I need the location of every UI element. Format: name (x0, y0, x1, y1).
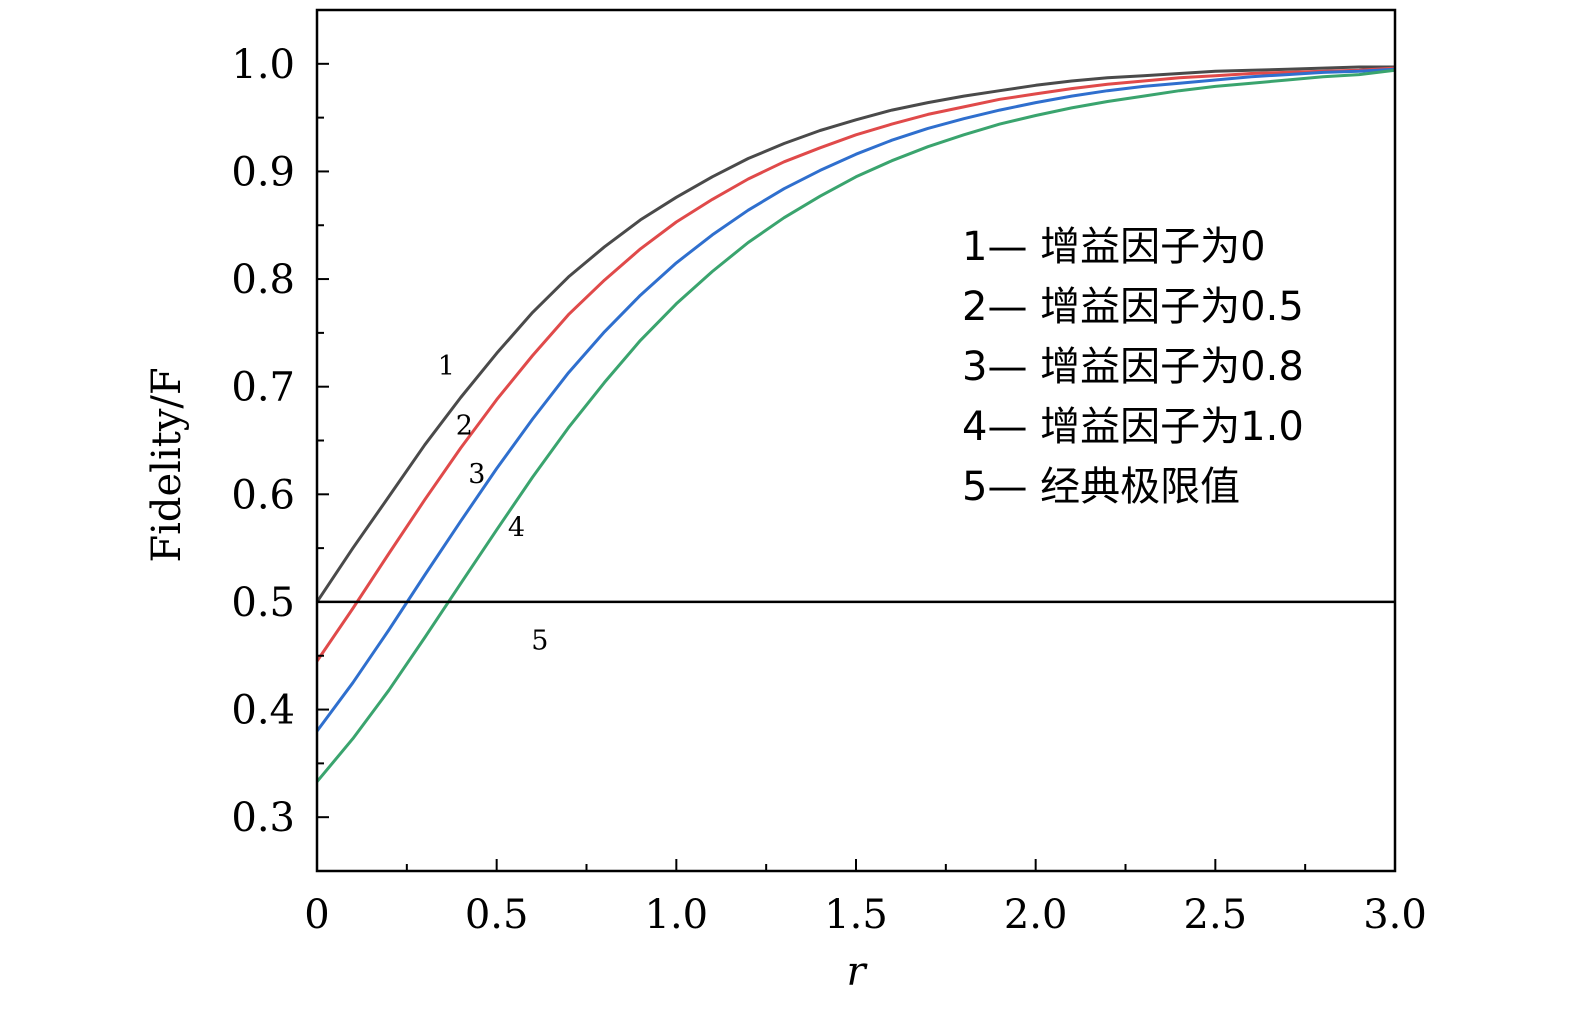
legend-entry-2: 2— 增益因子为0.5 (962, 284, 1304, 330)
x-tick-label: 0.5 (465, 892, 529, 938)
y-tick-label: 0.6 (231, 472, 295, 518)
y-tick-label: 0.5 (231, 580, 295, 626)
curves-group (315, 65, 1396, 783)
x-tick-label: 1.5 (824, 892, 888, 938)
tick-labels-group: 0 0.5 1.0 1.5 2.0 2.5 3.0 0.3 0.4 0.5 0.6 0.7 0.8 0.9… (231, 42, 1426, 938)
y-tick-label: 0.7 (231, 365, 295, 411)
x-tick-label: 2.0 (1004, 892, 1068, 938)
series-line-2 (315, 66, 1396, 662)
x-tick-label: 0 (304, 892, 329, 938)
legend-entry-3: 3— 增益因子为0.8 (962, 344, 1304, 390)
y-tick-label: 0.3 (231, 795, 295, 841)
series-line-4 (315, 68, 1396, 783)
series-line-3 (315, 67, 1396, 732)
curve-label-2: 2 (456, 410, 473, 441)
y-tick-label: 0.8 (231, 257, 295, 303)
legend-entry-5: 5— 经典极限值 (962, 464, 1240, 510)
curve-label-4: 4 (508, 513, 525, 544)
ticks-group (316, 9, 1396, 872)
series-line-1 (315, 65, 1395, 603)
legend-entry-1: 1— 增益因子为0 (962, 224, 1266, 270)
curve-label-1: 1 (438, 351, 455, 382)
x-tick-label: 1.0 (645, 892, 709, 938)
curve-label-3: 3 (468, 459, 485, 490)
legend-entry-4: 4— 增益因子为1.0 (962, 404, 1304, 450)
y-axis-label: Fidelity/F (144, 367, 190, 562)
legend: 1— 增益因子为0 2— 增益因子为0.5 3— 增益因子为0.8 4— 增益因子为1… (962, 224, 1304, 510)
y-tick-label: 1.0 (231, 42, 295, 88)
x-tick-label: 2.5 (1184, 892, 1248, 938)
curve-label-5: 5 (531, 626, 548, 657)
x-axis-label: r (846, 949, 868, 995)
y-tick-label: 0.4 (231, 688, 295, 734)
curve-labels-group: 12 34 5 (438, 351, 549, 656)
y-tick-label: 0.9 (231, 149, 295, 195)
x-tick-label: 3.0 (1363, 892, 1427, 938)
